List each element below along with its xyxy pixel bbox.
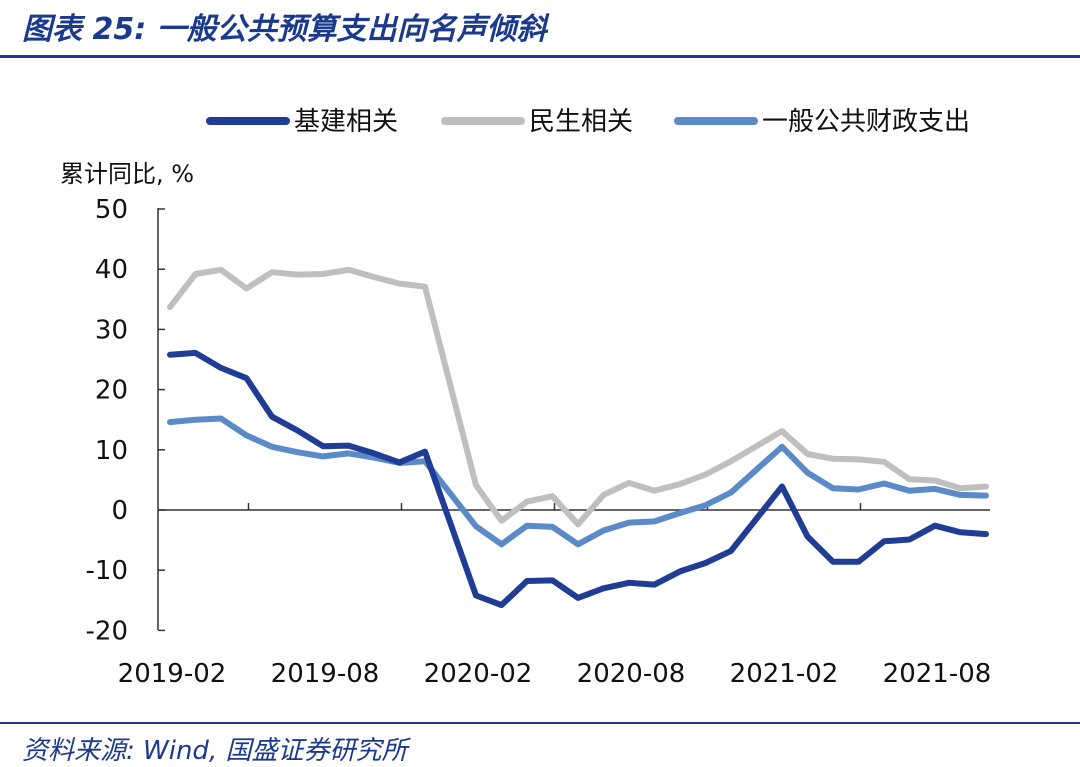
- x-tick-label: 2020-02: [424, 659, 533, 689]
- y-axis-label: 累计同比, %: [60, 160, 194, 188]
- series-line-0: [167, 349, 989, 609]
- legend-label: 民生相关: [529, 107, 633, 137]
- y-tick-label: 20: [95, 376, 128, 406]
- y-tick-label: 30: [95, 315, 128, 345]
- series-line-2: [167, 415, 989, 548]
- y-tick-label: 0: [111, 496, 128, 526]
- x-ticks: 2019-02 2019-08 2020-02 2020-08 2021-02 2021-…: [118, 503, 992, 689]
- x-tick-label: 2021-08: [883, 659, 992, 689]
- legend-label: 一般公共财政支出: [762, 107, 970, 137]
- series-lines: [167, 266, 989, 609]
- y-tick-label: -20: [86, 616, 128, 646]
- y-tick-label: -10: [86, 556, 128, 586]
- figure-title: 图表 25: 一般公共预算支出向名声倾斜: [22, 12, 547, 47]
- x-tick-label: 2020-08: [577, 659, 686, 689]
- x-tick-label: 2021-02: [730, 659, 839, 689]
- x-tick-label: 2019-02: [118, 659, 227, 689]
- y-tick-label: 40: [95, 255, 128, 285]
- y-ticks: -20 -10 0 10 20 30 40 50: [86, 195, 165, 646]
- y-tick-label: 10: [95, 436, 128, 466]
- bottom-rule: [0, 722, 1080, 724]
- chart-legend: 基建相关 民生相关 一般公共财政支出: [206, 107, 970, 137]
- y-tick-label: 50: [95, 195, 128, 225]
- x-tick-label: 2019-08: [271, 659, 380, 689]
- series-line-1: [167, 266, 989, 528]
- top-rule: [0, 55, 1080, 58]
- legend-label: 基建相关: [294, 107, 398, 137]
- source-note: 资料来源: Wind, 国盛证券研究所: [22, 736, 408, 766]
